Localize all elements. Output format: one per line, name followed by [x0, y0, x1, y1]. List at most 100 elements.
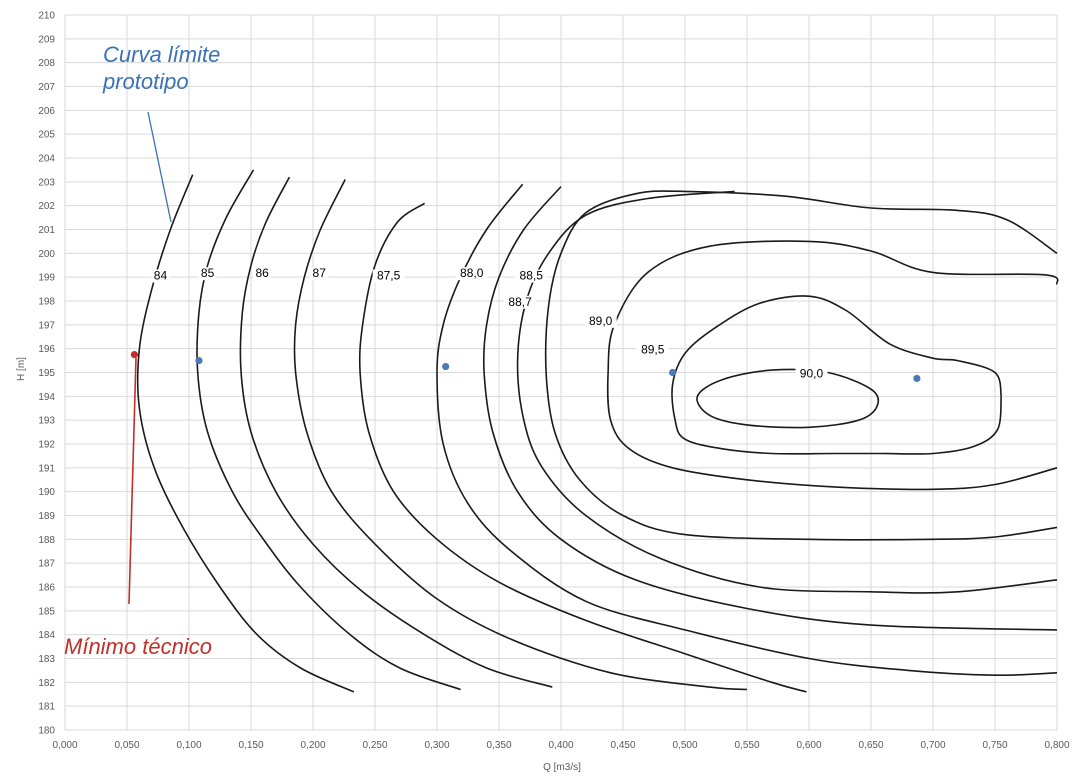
- contour-label: 89,5: [641, 342, 665, 356]
- x-tick-label: 0,650: [858, 740, 883, 751]
- operating-point-marker: [130, 351, 139, 359]
- y-tick-label: 193: [38, 416, 55, 427]
- y-tick-label: 196: [38, 344, 55, 355]
- y-tick-label: 191: [38, 463, 55, 474]
- contour-label: 88,7: [508, 295, 532, 309]
- efficiency-contour-line: [239, 176, 553, 688]
- x-tick-label: 0,200: [300, 740, 325, 751]
- y-tick-label: 181: [38, 702, 55, 713]
- minimo-tecnico-annotation: Mínimo técnico: [64, 634, 212, 659]
- contour-label-background: [584, 314, 617, 328]
- y-tick-label: 184: [38, 630, 55, 641]
- x-tick-label: 0,700: [920, 740, 945, 751]
- contour-label: 88,0: [460, 266, 484, 280]
- x-tick-label: 0,600: [796, 740, 821, 751]
- efficiency-contour-line: [482, 186, 1058, 631]
- operating-points: [130, 351, 921, 383]
- y-tick-label: 195: [38, 368, 55, 379]
- contour-label: 90,0: [800, 366, 824, 380]
- minimo-tecnico-leader-line: [128, 357, 137, 605]
- contour-label: 87,5: [377, 269, 401, 283]
- grid-lines: [64, 14, 1058, 731]
- efficiency-contour-line: [544, 190, 1058, 541]
- x-tick-label: 0,450: [610, 740, 635, 751]
- y-tick-label: 209: [38, 34, 55, 45]
- contour-label-background: [636, 343, 669, 357]
- efficiency-contour-line: [696, 368, 880, 429]
- curva-limite-annotation: prototipo: [102, 69, 189, 94]
- contour-label: 85: [201, 266, 215, 280]
- contour-label-background: [455, 267, 488, 281]
- contour-label-background: [151, 269, 170, 283]
- x-tick-label: 0,350: [486, 740, 511, 751]
- x-tick-label: 0,800: [1044, 740, 1069, 751]
- operating-point-marker: [195, 356, 203, 365]
- curva-limite-leader-line: [147, 111, 172, 223]
- efficiency-contour-line: [196, 169, 461, 691]
- contour-label-background: [515, 269, 548, 283]
- curva-limite-annotation: Curva límite: [103, 42, 220, 67]
- y-tick-label: 208: [38, 58, 55, 69]
- y-axis-label: H [m]: [16, 357, 27, 381]
- contour-labels: 84 85 86 87 87,5 88,0 88,5 88,7 89,0 89,5 90,0: [151, 266, 828, 381]
- y-tick-label: 199: [38, 273, 55, 284]
- y-axis-ticks: 180 181 182 183 184 185 186 187 188 189 190 191 192 1…: [38, 11, 55, 737]
- efficiency-contour-line: [358, 202, 807, 693]
- efficiency-contour-line: [436, 183, 1058, 677]
- y-tick-label: 197: [38, 320, 55, 331]
- efficiency-contours: [136, 169, 1059, 693]
- contour-label-background: [310, 267, 329, 281]
- efficiency-contour-line: [136, 174, 355, 693]
- contour-label-background: [504, 295, 537, 309]
- operating-point-marker: [669, 368, 677, 377]
- x-tick-label: 0,100: [176, 740, 201, 751]
- efficiency-contour-line: [671, 295, 1002, 455]
- y-tick-label: 180: [38, 726, 55, 737]
- y-tick-label: 204: [38, 154, 55, 165]
- y-tick-label: 185: [38, 606, 55, 617]
- contour-label-background: [795, 367, 828, 381]
- x-tick-label: 0,050: [114, 740, 139, 751]
- y-tick-label: 188: [38, 535, 55, 546]
- y-tick-label: 194: [38, 392, 55, 403]
- efficiency-contour-line: [516, 190, 1058, 594]
- y-tick-label: 203: [38, 177, 55, 188]
- contour-label: 87: [313, 266, 327, 280]
- y-tick-label: 198: [38, 297, 55, 308]
- contour-label-background: [198, 267, 217, 281]
- y-tick-label: 182: [38, 678, 55, 689]
- x-tick-label: 0,400: [548, 740, 573, 751]
- x-tick-label: 0,500: [672, 740, 697, 751]
- y-tick-label: 210: [38, 11, 55, 22]
- y-tick-label: 192: [38, 440, 55, 451]
- x-tick-label: 0,750: [982, 740, 1007, 751]
- efficiency-contour-line: [293, 179, 748, 691]
- y-tick-label: 207: [38, 82, 55, 93]
- x-axis-label: Q [m3/s]: [543, 762, 581, 773]
- contour-label-background: [372, 269, 405, 283]
- y-tick-label: 206: [38, 106, 55, 117]
- contour-label: 86: [255, 266, 269, 280]
- y-tick-label: 200: [38, 249, 55, 260]
- y-tick-label: 189: [38, 511, 55, 522]
- operating-point-marker: [442, 362, 450, 371]
- x-axis-ticks: 0,000 0,050 0,100 0,150 0,200 0,250 0,300 0,350…: [52, 740, 1069, 751]
- x-tick-label: 0,300: [424, 740, 449, 751]
- contour-label-background: [253, 267, 272, 281]
- efficiency-contour-line: [606, 240, 1059, 491]
- contour-label: 89,0: [589, 314, 613, 328]
- x-tick-label: 0,150: [238, 740, 263, 751]
- y-tick-label: 183: [38, 654, 55, 665]
- contour-label: 88,5: [520, 269, 544, 283]
- y-tick-label: 187: [38, 559, 55, 570]
- y-tick-label: 190: [38, 487, 55, 498]
- y-tick-label: 186: [38, 583, 55, 594]
- y-tick-label: 201: [38, 225, 55, 236]
- x-tick-label: 0,250: [362, 740, 387, 751]
- y-tick-label: 205: [38, 130, 55, 141]
- y-tick-label: 202: [38, 201, 55, 212]
- contour-label: 84: [154, 269, 168, 283]
- x-tick-label: 0,550: [734, 740, 759, 751]
